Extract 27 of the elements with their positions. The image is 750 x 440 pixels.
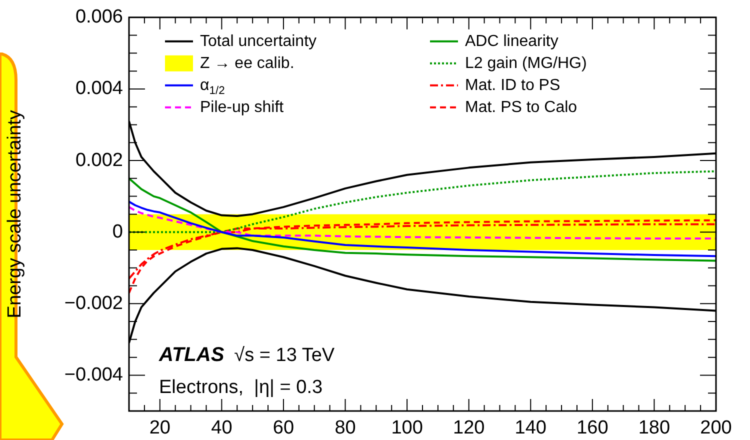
- legend-label: Mat. ID to PS: [465, 76, 560, 94]
- y-tick-label: −0.004: [64, 364, 124, 386]
- annotation: Electrons, |η| = 0.3: [159, 377, 323, 398]
- y-axis-title: Energy scale uncertainty: [4, 110, 26, 318]
- legend-label: Total uncertainty: [200, 32, 317, 50]
- y-tick-label: 0.002: [75, 150, 123, 171]
- x-tick-label: 160: [576, 418, 608, 439]
- x-tick-label: 120: [452, 418, 485, 439]
- y-tick-label: −0.002: [64, 292, 123, 314]
- x-tick-label: 80: [334, 418, 356, 439]
- legend-label: Z → ee calib.: [200, 54, 294, 72]
- y-tick-label: 0.004: [75, 78, 124, 100]
- x-tick-label: 140: [514, 418, 546, 439]
- annotation: ATLAS: [158, 344, 225, 366]
- legend-label: ADC linearity: [465, 32, 558, 50]
- x-tick-label: 200: [700, 418, 732, 439]
- x-tick-label: 20: [149, 418, 170, 439]
- y-tick-label: 0.006: [75, 6, 123, 28]
- legend-label: Mat. PS to Calo: [465, 98, 578, 116]
- x-tick-label: 60: [272, 418, 294, 439]
- y-tick-label: 0: [112, 221, 123, 242]
- x-tick-label: 180: [638, 418, 670, 439]
- legend-label: L2 gain (MG/HG): [465, 54, 587, 72]
- x-tick-label: 100: [391, 418, 423, 439]
- annotation: √s = 13 TeV: [234, 345, 335, 366]
- legend-label: Pile-up shift: [200, 98, 284, 116]
- x-tick-label: 40: [211, 418, 232, 439]
